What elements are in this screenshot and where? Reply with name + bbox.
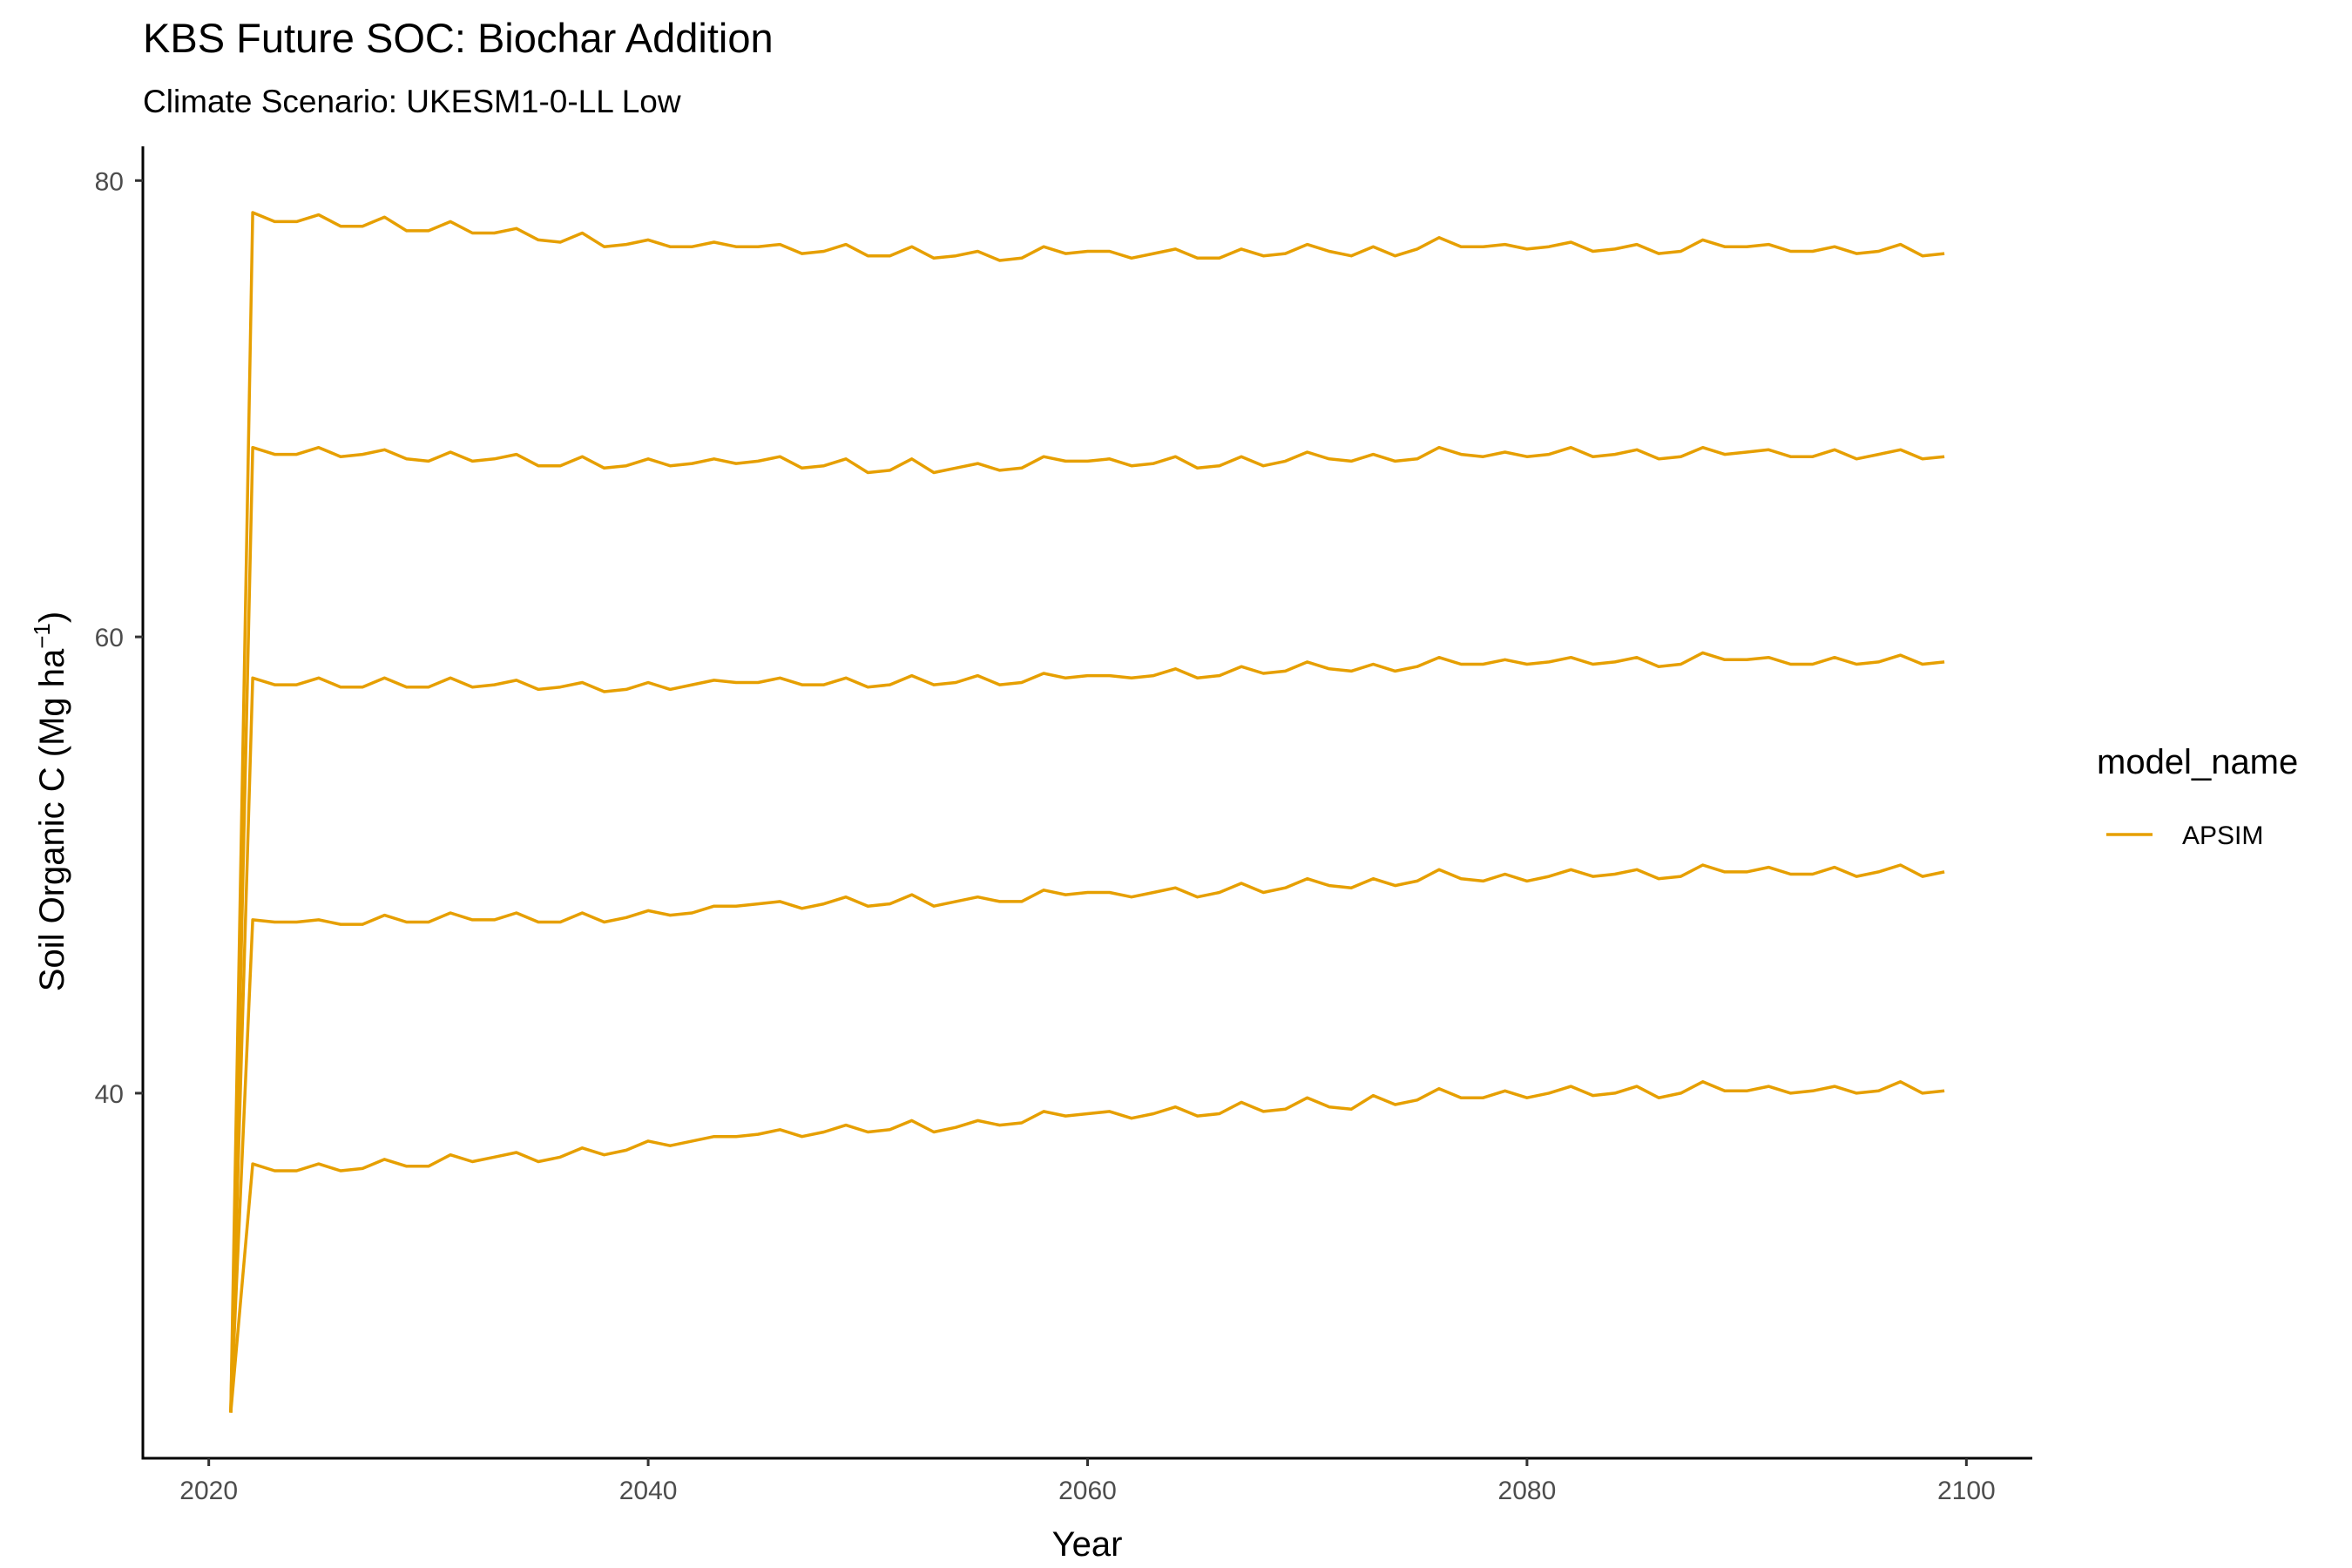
legend-label-apsim: APSIM — [2182, 821, 2263, 850]
x-tick-label: 2100 — [1937, 1477, 1996, 1505]
plot-area — [229, 211, 1945, 1413]
x-axis-ticks: 2020 2040 2060 2080 2100 — [179, 1458, 1996, 1505]
x-tick-label: 2040 — [619, 1477, 678, 1505]
x-tick-label: 2060 — [1058, 1477, 1117, 1505]
y-axis-title-close: ) — [33, 612, 71, 623]
series-line-2 — [229, 863, 1945, 1413]
y-tick-label: 80 — [95, 167, 124, 196]
chart-title: KBS Future SOC: Biochar Addition — [143, 15, 774, 61]
series-line-1 — [229, 1080, 1945, 1413]
y-axis-title-superscript: −1 — [29, 623, 55, 649]
y-axis-title-main: Soil Organic C (Mg ha — [33, 648, 71, 991]
x-tick-label: 2080 — [1498, 1477, 1557, 1505]
y-axis-title: Soil Organic C (Mg ha−1) — [29, 612, 71, 991]
x-tick-label: 2020 — [179, 1477, 238, 1505]
legend: model_name APSIM — [2097, 743, 2298, 850]
y-tick-label: 40 — [95, 1080, 124, 1109]
series-line-5 — [229, 211, 1945, 1413]
legend-title: model_name — [2097, 743, 2298, 781]
y-axis-ticks: 40 60 80 — [95, 167, 143, 1109]
chart-subtitle: Climate Scenario: UKESM1-0-LL Low — [143, 84, 681, 119]
series-line-3 — [229, 651, 1945, 1413]
x-axis-title: Year — [1052, 1525, 1123, 1564]
y-tick-label: 60 — [95, 624, 124, 652]
series-line-4 — [229, 445, 1945, 1413]
